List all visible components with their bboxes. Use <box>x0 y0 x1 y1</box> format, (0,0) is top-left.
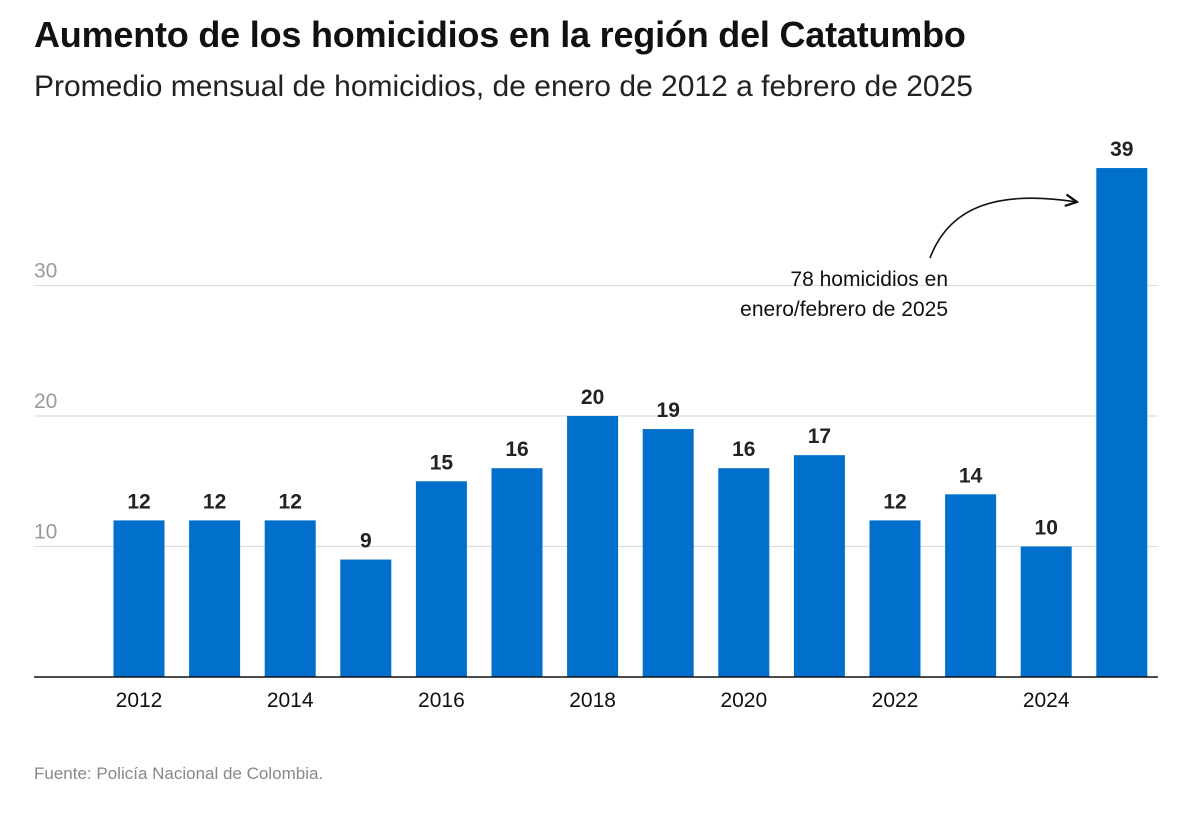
value-label-2022: 12 <box>883 490 906 513</box>
bar-2021 <box>793 455 845 677</box>
x-tick-label-2024: 2024 <box>1023 689 1070 712</box>
value-label-2021: 17 <box>808 425 831 448</box>
annotation-line-2: enero/febrero de 2025 <box>740 298 948 321</box>
y-tick-label-20: 20 <box>34 390 57 413</box>
bar-2015 <box>340 559 392 677</box>
x-axis-ticks: 2012 2014 2016 2018 2020 2022 2024 <box>116 689 1070 712</box>
bar-2020 <box>718 468 770 677</box>
value-label-2016: 15 <box>430 451 454 474</box>
annotation: 78 homicidios en enero/febrero de 2025 <box>740 198 1077 321</box>
bar-2016 <box>415 481 467 677</box>
bar-2019 <box>642 429 694 677</box>
bar-2013 <box>189 520 241 677</box>
bar-2014 <box>264 520 316 677</box>
y-tick-label-30: 30 <box>34 260 57 283</box>
y-axis-ticks: 10 20 30 <box>34 260 57 544</box>
bar-2022 <box>869 520 921 677</box>
bars <box>113 168 1148 678</box>
bar-2018 <box>567 416 619 677</box>
value-label-2019: 19 <box>657 399 680 422</box>
x-tick-label-2020: 2020 <box>720 689 767 712</box>
chart-subtitle: Promedio mensual de homicidios, de enero… <box>34 70 973 103</box>
x-tick-label-2018: 2018 <box>569 689 616 712</box>
bar-2025 <box>1096 168 1148 678</box>
y-tick-label-10: 10 <box>34 521 57 544</box>
x-tick-label-2022: 2022 <box>872 689 919 712</box>
value-label-2013: 12 <box>203 490 226 513</box>
x-tick-label-2012: 2012 <box>116 689 163 712</box>
value-label-2017: 16 <box>505 438 528 461</box>
value-label-2025: 39 <box>1110 138 1133 161</box>
value-label-2012: 12 <box>127 490 150 513</box>
x-tick-label-2014: 2014 <box>267 689 314 712</box>
value-label-2014: 12 <box>279 490 302 513</box>
annotation-line-1: 78 homicidios en <box>790 268 948 291</box>
bar-2023 <box>945 494 997 677</box>
chart-title: Aumento de los homicidios en la región d… <box>34 14 966 55</box>
annotation-arrow <box>929 198 1077 259</box>
value-labels: 12 12 12 9 15 16 20 19 16 17 12 14 10 39 <box>127 138 1133 553</box>
bar-2012 <box>113 520 165 677</box>
source-note: Fuente: Policía Nacional de Colombia. <box>34 764 324 783</box>
bar-2024 <box>1020 546 1072 677</box>
x-tick-label-2016: 2016 <box>418 689 465 712</box>
value-label-2024: 10 <box>1035 517 1058 540</box>
value-label-2015: 9 <box>360 530 372 553</box>
bar-2017 <box>491 468 543 677</box>
value-label-2023: 14 <box>959 464 983 487</box>
value-label-2020: 16 <box>732 438 755 461</box>
value-label-2018: 20 <box>581 386 604 409</box>
